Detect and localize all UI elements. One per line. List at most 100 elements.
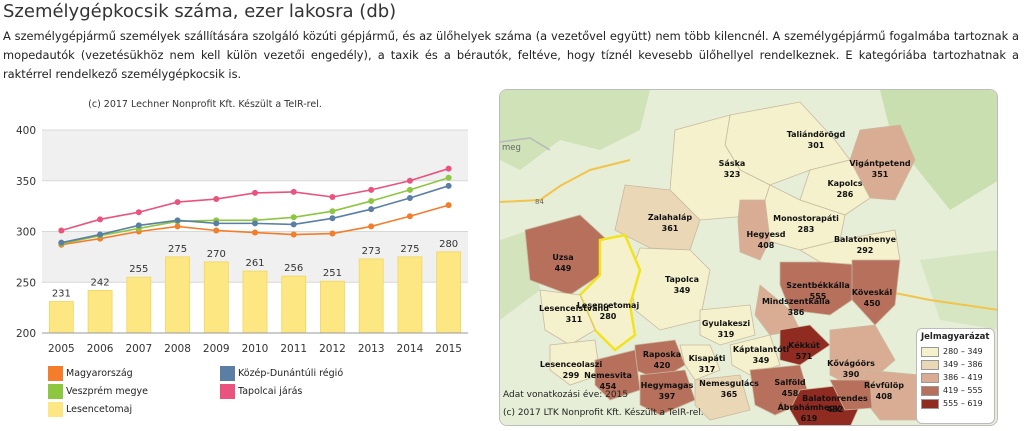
settlement-name: Kapolcs	[827, 179, 862, 188]
bar-value-label: 256	[284, 263, 303, 274]
page-description: A személygépjármű személyek szállítására…	[3, 29, 1019, 81]
map-legend-swatch	[921, 398, 939, 409]
bar	[397, 256, 423, 334]
region-hegymagas[interactable]	[639, 369, 696, 416]
bar	[358, 258, 384, 334]
series-point	[252, 220, 258, 227]
settlement-name: Balatonrendes	[802, 394, 868, 403]
legend-label: Magyarország	[66, 368, 133, 379]
region-nemesgulacs[interactable]	[694, 374, 751, 421]
x-tick-label: 2008	[164, 343, 191, 355]
region-kisapati[interactable]	[679, 344, 721, 381]
series-point	[406, 186, 413, 193]
settlement-value: 450	[864, 299, 881, 308]
region-szentbekkalla[interactable]	[779, 261, 861, 316]
bar-value-label: 261	[245, 258, 264, 269]
settlement-name: Lesencetomaj	[577, 301, 640, 310]
region-hegyesd[interactable]	[737, 199, 771, 261]
settlement-value: 286	[837, 190, 854, 199]
map-legend-title: Jelmagyarázat	[921, 332, 990, 342]
map-legend-item: 555 – 619	[921, 397, 990, 410]
bar-value-label: 273	[362, 246, 381, 257]
series-point	[58, 239, 65, 246]
settlement-value: 292	[857, 246, 874, 255]
settlement-value: 432	[827, 405, 844, 414]
region-kekkut[interactable]	[779, 324, 831, 366]
x-tick-label: 2014	[397, 343, 424, 355]
series-point	[58, 227, 65, 234]
settlement-name: Zalahaláp	[648, 213, 693, 222]
settlement-value: 361	[662, 224, 679, 233]
region-nemesvita[interactable]	[594, 349, 641, 401]
y-tick-label: 400	[16, 125, 36, 137]
settlement-value: 317	[699, 365, 716, 374]
map-legend-swatch	[921, 372, 939, 383]
x-tick-label: 2005	[48, 343, 75, 355]
forest-area	[500, 90, 650, 170]
region-koveskal[interactable]	[851, 259, 901, 326]
series-point	[97, 216, 104, 223]
settlement-name: Taliándörögd	[787, 130, 846, 139]
bar-value-label: 251	[323, 268, 342, 279]
settlement-value: 571	[796, 352, 813, 361]
settlement-name: Uzsa	[552, 253, 573, 262]
bar	[436, 251, 462, 334]
series-point	[252, 189, 258, 196]
settlement-value: 301	[808, 141, 825, 150]
region-lesencetomaj[interactable]	[578, 233, 642, 352]
legend-swatch	[220, 366, 235, 381]
map-legend-item: 349 – 386	[921, 358, 990, 371]
legend-label: Közép-Dunántúli régió	[238, 368, 344, 379]
settlement-value: 420	[654, 361, 671, 370]
legend-item[interactable]: Közép-Dunántúli régió	[220, 366, 343, 381]
legend-item[interactable]: Veszprém megye	[48, 384, 148, 399]
settlement-value: 619	[801, 414, 818, 423]
legend-item[interactable]: Lesencetomaj	[48, 402, 132, 417]
zoom-control[interactable]	[501, 134, 511, 148]
settlement-name: Kisapáti	[689, 354, 726, 363]
legend-label: Tapolcai járás	[238, 386, 303, 397]
bar	[48, 301, 74, 334]
series-point	[290, 188, 297, 195]
settlement-name: Ábrahámhegy	[778, 401, 842, 412]
series-point	[368, 206, 375, 213]
region-lesenceistvand[interactable]	[539, 289, 596, 346]
series-point	[329, 193, 336, 200]
settlement-labels: Taliándörögd 301 Sáska 323 Vigántpetend 351 Ka…	[539, 130, 911, 423]
region-lesenceolaszi[interactable]	[549, 339, 601, 386]
series-point	[252, 229, 258, 236]
map-legend-label: 280 – 349	[943, 347, 983, 356]
legend-swatch	[220, 384, 235, 399]
x-tick-label: 2012	[319, 343, 346, 355]
settlement-value: 299	[563, 371, 580, 380]
series-point	[174, 199, 181, 206]
settlement-name: Raposka	[643, 350, 681, 359]
x-tick-label: 2009	[203, 343, 230, 355]
bar-value-label: 270	[207, 249, 226, 260]
settlement-name: Monostorapáti	[773, 214, 839, 223]
x-tick-label: 2007	[125, 343, 152, 355]
region-balatonrendes[interactable]	[829, 379, 873, 411]
region-kapolcs[interactable]	[799, 159, 871, 216]
legend-item[interactable]: Magyarország	[48, 366, 133, 381]
map-panel[interactable]: meg 84 Taliándörögd 301 Sáska 323 Vigántpete…	[499, 89, 998, 426]
legend-item[interactable]: Tapolcai járás	[220, 384, 302, 399]
settlement-value: 311	[566, 315, 583, 324]
series-point	[329, 215, 336, 222]
settlement-value: 386	[788, 308, 805, 317]
map-legend-rows: 280 – 349 349 – 386 386 – 419 419 – 555 555 …	[921, 345, 990, 410]
map-legend-label: 349 – 386	[943, 360, 983, 369]
road-84	[500, 159, 631, 203]
settlement-name: Kővágóörs	[827, 358, 875, 368]
settlement-name: Lesenceolaszi	[540, 360, 603, 369]
road	[500, 137, 551, 151]
settlement-name: Mindszentkálla	[762, 297, 830, 306]
settlement-value: 283	[798, 225, 815, 234]
chart-credit: (c) 2017 Lechner Nonprofit Kft. Készült …	[88, 99, 322, 110]
choropleth-map[interactable]: meg 84 Taliándörögd 301 Sáska 323 Vigántpete…	[500, 90, 998, 426]
series-point	[329, 208, 336, 215]
forest-area	[880, 90, 997, 210]
series-point	[445, 165, 452, 172]
region-gyulakeszi[interactable]	[699, 304, 756, 346]
settlement-name: Révfülöp	[864, 380, 904, 390]
